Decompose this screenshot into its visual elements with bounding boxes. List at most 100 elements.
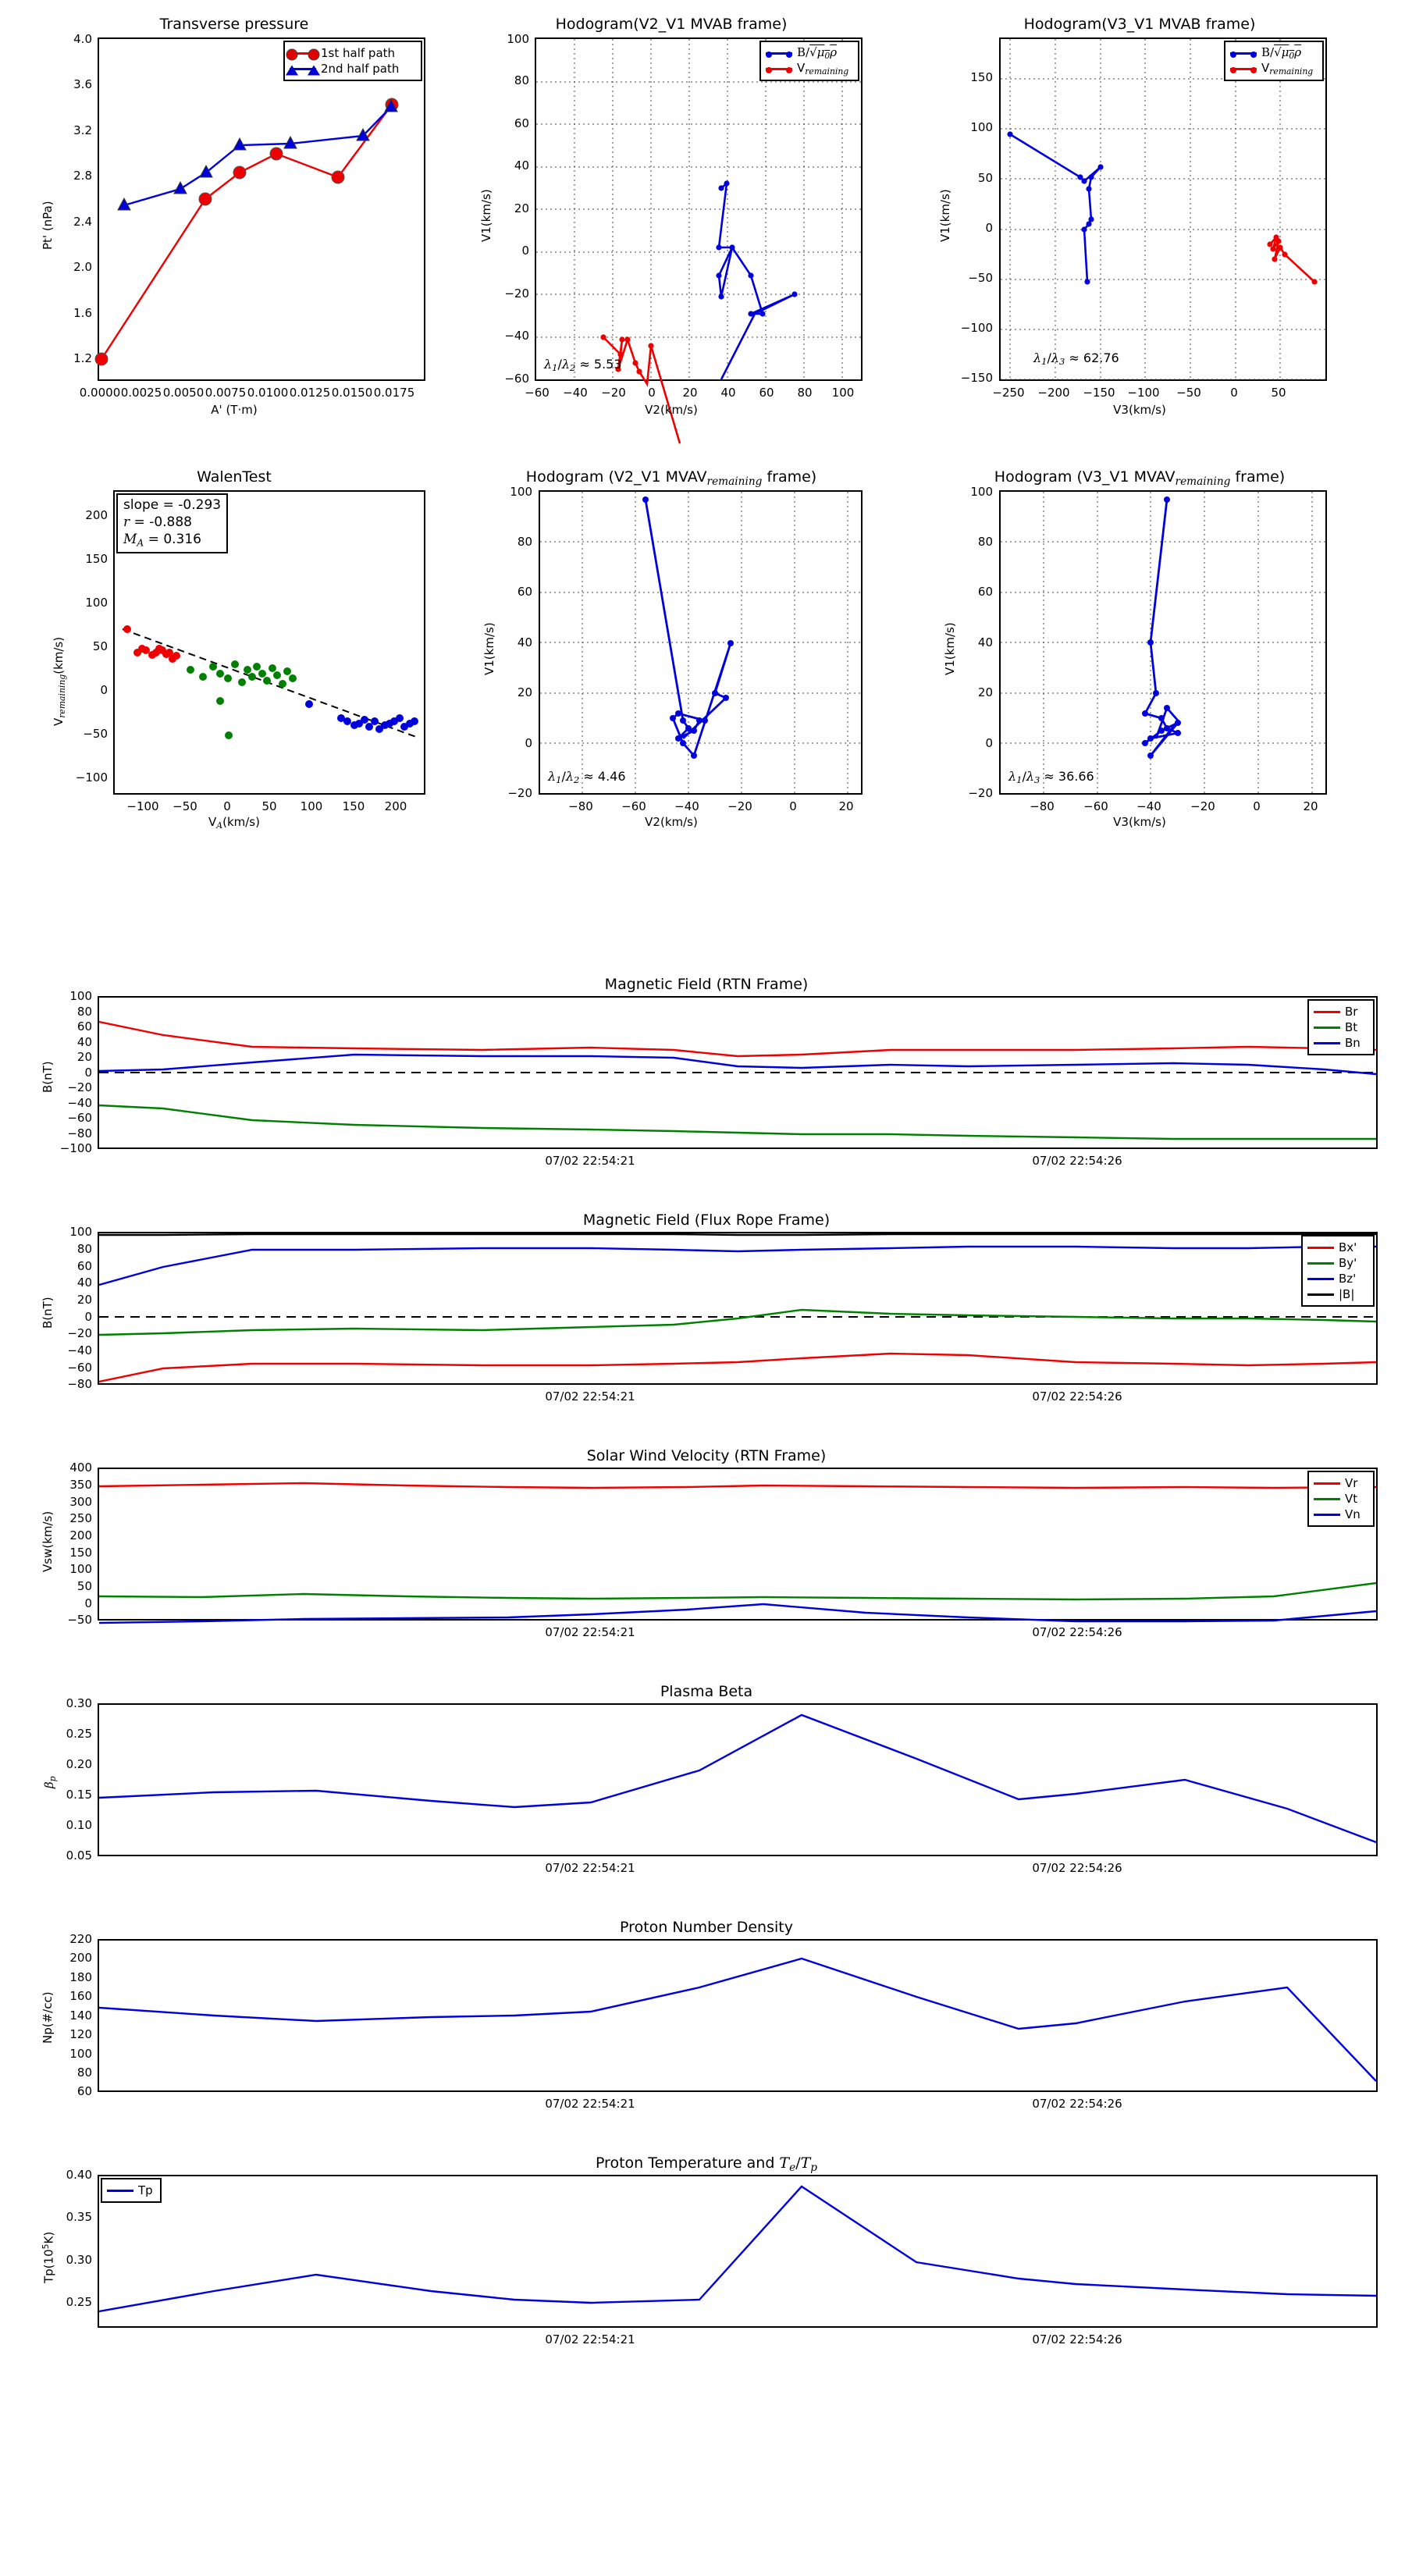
y-tick-label: −80 [67,1126,92,1140]
eigenvalue-ratio-annotation: λ1/λ2 ≈ 4.46 [548,768,626,785]
x-tick-label: 0 [1230,386,1238,400]
x-tick-label: 0.0025 [120,386,162,400]
y-tick-label: 60 [76,1259,92,1273]
panel-title: Proton Temperature and Te/Tp [31,2154,1382,2174]
y-axis-label: V1(km/s) [943,622,957,675]
legend-label: Bn [1345,1036,1361,1050]
series-proton-density [98,1957,1377,2082]
y-tick-label: 0.15 [66,1788,92,1802]
legend-label-vremaining: Vremaining [1261,61,1314,77]
series-bt [98,1104,1376,1140]
markers-2nd-half-path [117,98,398,211]
x-tick-label: −20 [601,386,626,400]
legend-label: Vn [1345,1507,1361,1521]
legend-label: 2nd half path [321,62,400,76]
x-tick-label: 100 [300,799,323,813]
panel-title-math: Te/Tp [779,2154,818,2174]
plot-area [98,2185,1377,2313]
x-tick-label: −80 [1030,799,1055,813]
panel-transverse-pressure: Transverse pressure [31,16,437,422]
x-tick-label: −50 [173,799,197,813]
y-tick-label: 100 [970,485,993,499]
y-tick-label: −60 [67,1111,92,1125]
y-tick-label: 20 [514,201,529,215]
panel-proton-number-density: Proton Number Density 220 200 180 160 14… [31,1919,1382,2129]
y-tick-label: 2.8 [73,169,92,183]
panel-title: Magnetic Field (RTN Frame) [604,976,809,993]
x-tick-label: 80 [797,386,813,400]
x-tick-label: 20 [1303,799,1318,813]
y-tick-label: −100 [59,1141,92,1155]
x-tick-label: 0.0075 [205,386,247,400]
x-tick-label: 07/02 22:54:26 [1032,1154,1122,1168]
y-tick-label: 60 [76,2084,92,2098]
series-plasma-beta [98,1713,1377,1844]
plot-area [98,1482,1377,1624]
y-tick-label: 100 [69,989,92,1003]
legend-row: Vn [1314,1507,1368,1522]
panel-title: Solar Wind Velocity (RTN Frame) [586,1447,827,1464]
series-bn [98,1053,1377,1076]
y-tick-label: 0 [100,683,108,697]
y-tick-label: −20 [67,1080,92,1094]
plot-area [1001,39,1325,380]
x-axis-label: V2(km/s) [645,403,698,417]
legend-row: Br [1314,1004,1368,1019]
x-tick-label: 07/02 22:54:21 [545,1861,635,1875]
series-vn [98,1603,1377,1624]
y-tick-label: 80 [76,1242,92,1256]
y-tick-label: 100 [69,1562,92,1576]
legend-hodogram-v3v1-mvab: B/√μ0ρ Vremaining [1224,41,1324,81]
x-tick-label: −50 [1176,386,1201,400]
y-tick-label: 100 [85,596,108,610]
y-tick-label: 0 [84,1066,92,1080]
x-tick-label: 07/02 22:54:26 [1032,2097,1122,2111]
panel-title-sub: remaining [1175,475,1231,488]
markers-alfven-velocity [716,180,798,317]
scatter-group-green [187,660,297,739]
y-tick-label: 3.6 [73,77,92,91]
legend-hodogram-v2v1-mvab: B/√μ0ρ Vremaining [759,41,859,81]
y-tick-label: 80 [76,1005,92,1019]
y-axis-label: V1(km/s) [482,622,496,675]
gridlines [1001,39,1325,380]
series-v-remaining [603,336,681,444]
legend-magnetic-field-rtn: Br Bt Bn [1307,999,1375,1055]
x-tick-label: −200 [1037,386,1070,400]
y-tick-label: 400 [69,1461,92,1475]
plot-frame: B/√μ0ρ Vremaining λ1/λ2 ≈ 5.53 [535,37,863,444]
y-tick-label: 100 [69,1225,92,1239]
y-tick-label: 0.35 [66,2210,92,2224]
plot-frame: λ1/λ2 ≈ 4.46 [539,490,863,795]
plot-area [98,1713,1377,1844]
plot-frame [98,1703,1378,1856]
y-tick-label: 100 [970,120,993,134]
legend-row: 2nd half path [286,61,416,76]
plot-area [122,625,418,739]
x-tick-label: −20 [727,799,752,813]
legend-label: 1st half path [321,46,396,60]
y-tick-label: −20 [968,786,993,800]
legend-row: Bn [1314,1035,1368,1051]
markers-v-remaining [1267,234,1318,285]
y-axis-label: βp [42,1776,59,1788]
eigenvalue-ratio-annotation: λ1/λ3 ≈ 62.76 [1033,350,1119,367]
y-tick-label: 60 [76,1019,92,1034]
x-tick-label: −100 [1127,386,1160,400]
y-tick-label: 0.25 [66,1727,92,1741]
x-tick-label: −40 [563,386,588,400]
plot-frame: 1st half path 2nd half path [94,37,425,381]
series-vr [98,1482,1377,1489]
legend-label: Bx' [1339,1240,1357,1254]
x-tick-label: 07/02 22:54:21 [545,1389,635,1404]
x-tick-label: 0 [648,386,656,400]
y-tick-label: 0 [84,1310,92,1324]
panel-title: Hodogram (V2_V1 MVAVremaining frame) [468,468,874,488]
y-tick-label: −60 [67,1361,92,1375]
y-tick-label: −150 [960,371,993,385]
legend-row: 1st half path [286,45,416,61]
y-tick-label: 2.0 [73,260,92,274]
y-tick-label: 140 [69,2008,92,2023]
legend-label: Br [1345,1005,1358,1019]
legend-row: Tp [107,2183,155,2198]
